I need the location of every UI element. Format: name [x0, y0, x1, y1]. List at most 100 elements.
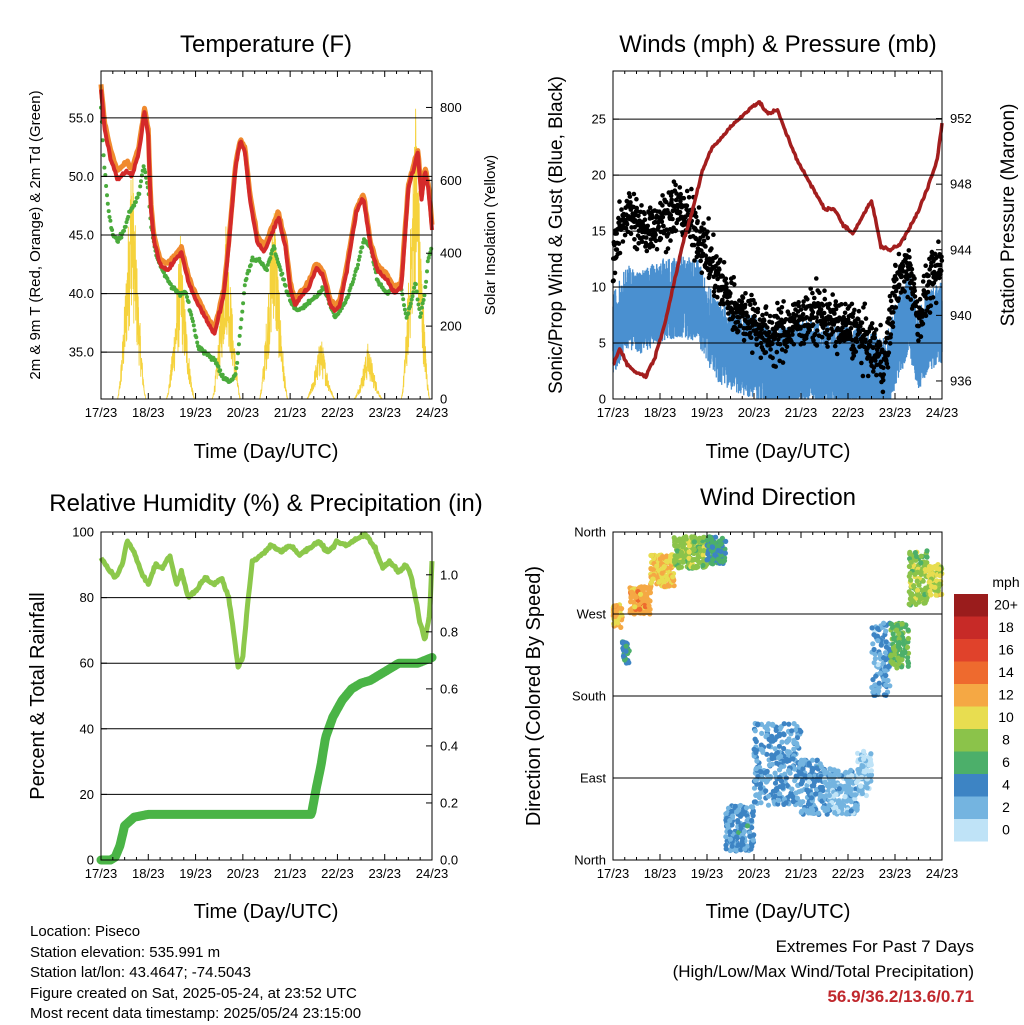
direction-point	[800, 766, 806, 772]
direction-point	[765, 793, 772, 799]
gust-point	[830, 292, 835, 297]
direction-point	[645, 609, 651, 615]
direction-point	[782, 771, 788, 777]
dewpoint-point	[248, 263, 253, 268]
direction-point	[743, 805, 750, 811]
direction-point	[695, 555, 701, 561]
direction-point	[905, 635, 912, 642]
gust-point	[896, 282, 902, 288]
gust-point	[678, 191, 683, 197]
dewpoint-point	[408, 304, 412, 309]
gust-point	[779, 347, 785, 352]
direction-point	[724, 810, 730, 816]
direction-point	[716, 542, 722, 549]
precipitation-line	[96, 653, 437, 865]
gust-point	[724, 281, 729, 286]
gust-point	[764, 311, 769, 317]
gust-point	[780, 360, 786, 365]
gust-point	[857, 330, 862, 335]
direction-point	[671, 559, 678, 565]
gust-point	[738, 323, 743, 328]
dewpoint-point	[195, 340, 200, 345]
y2-tick-label: 0.0	[440, 853, 458, 868]
gust-point	[914, 299, 920, 304]
gust-point	[696, 205, 702, 210]
direction-point	[813, 791, 819, 797]
gust-point	[937, 262, 943, 268]
x-tick-label: 20/23	[227, 405, 260, 420]
colorbar-label: 4	[1002, 777, 1010, 793]
gust-point	[823, 322, 828, 327]
direction-point	[875, 625, 881, 632]
direction-point	[927, 588, 933, 595]
dewpoint-point	[233, 372, 238, 377]
gust-point	[670, 216, 675, 222]
dewpoint-point	[132, 203, 137, 208]
gust-point	[933, 300, 939, 306]
gust-point	[905, 294, 910, 300]
direction-point	[914, 578, 920, 584]
direction-point	[871, 646, 877, 653]
direction-point	[901, 641, 907, 647]
dewpoint-point	[275, 257, 280, 261]
temperature-panel: Temperature (F) 2m & 9m T (Red, Orange) …	[27, 31, 499, 463]
gust-point	[636, 213, 641, 219]
dewpoint-point	[269, 251, 274, 256]
gust-point	[906, 267, 911, 272]
gust-point	[930, 295, 936, 300]
colorbar-label: 10	[998, 709, 1014, 725]
x-tick-label: 24/23	[926, 405, 959, 420]
gust-point	[872, 330, 877, 336]
colorbar-label: 18	[998, 619, 1014, 635]
direction-point	[631, 599, 637, 605]
direction-point	[772, 780, 779, 786]
gust-point	[649, 215, 655, 221]
dewpoint-point	[420, 301, 425, 306]
dewpoint-point	[240, 309, 245, 314]
direction-point	[895, 622, 901, 628]
gust-point	[715, 276, 720, 282]
direction-point	[933, 592, 939, 598]
y2-tick-label: 1.0	[440, 567, 458, 582]
gust-point	[732, 282, 737, 287]
gust-point	[645, 223, 650, 229]
gust-point	[899, 273, 904, 279]
humidity-left-axis-label: Percent & Total Rainfall	[27, 592, 49, 800]
gust-point	[871, 345, 876, 350]
direction-point	[701, 548, 707, 554]
direction-point	[860, 763, 866, 769]
winds-title: Winds (mph) & Pressure (mb)	[619, 31, 936, 58]
direction-point	[735, 842, 742, 848]
dewpoint-point	[402, 303, 406, 308]
gust-point	[693, 214, 699, 219]
direction-point	[642, 585, 648, 591]
gust-point	[863, 316, 869, 321]
gust-point	[775, 300, 780, 306]
gust-point	[830, 329, 836, 335]
gust-point	[781, 325, 786, 331]
direction-point	[729, 822, 735, 828]
gust-point	[693, 210, 698, 216]
direction-point	[710, 557, 716, 563]
direction-point	[725, 805, 732, 811]
humidity-x-axis-label: Time (Day/UTC)	[194, 901, 339, 923]
direction-point	[739, 839, 745, 845]
gust-point	[735, 328, 741, 334]
gust-point	[617, 250, 623, 256]
direction-point	[722, 550, 729, 556]
gust-point	[644, 248, 650, 254]
gust-point	[880, 377, 886, 383]
direction-point	[882, 650, 889, 656]
gust-point	[884, 330, 890, 335]
gust-point	[883, 340, 888, 345]
gust-point	[747, 330, 753, 336]
gust-point	[776, 337, 781, 342]
direction-point	[913, 553, 920, 560]
dewpoint-point	[402, 307, 407, 312]
direction-point	[674, 548, 680, 554]
gust-point	[805, 297, 810, 302]
gust-point	[686, 195, 692, 200]
direction-point	[868, 751, 874, 757]
direction-point	[744, 823, 751, 829]
extremes-box: Extremes For Past 7 Days (High/Low/Max W…	[673, 934, 974, 1009]
